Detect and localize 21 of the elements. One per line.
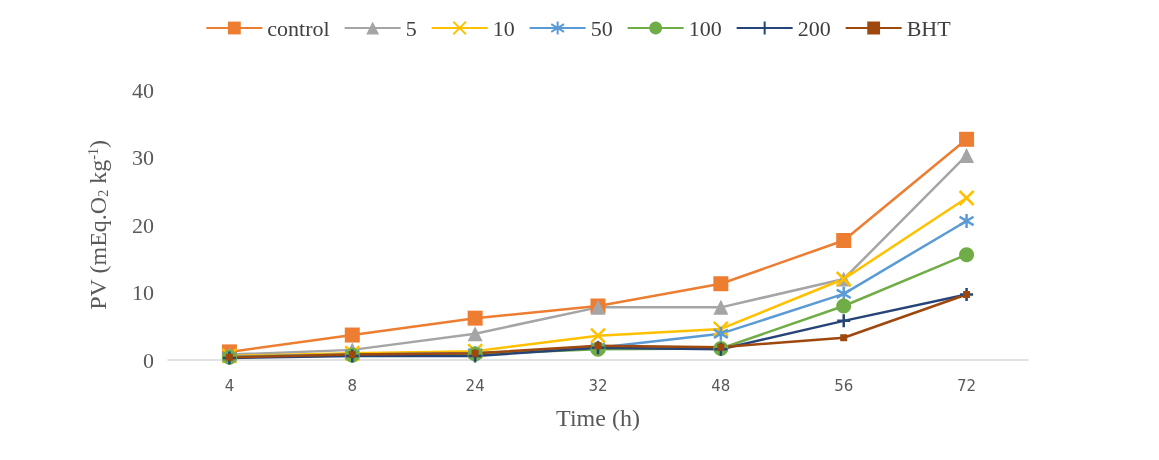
legend-label: 10	[492, 15, 515, 41]
y-tick-label: 30	[132, 145, 154, 170]
legend-label: 200	[797, 15, 831, 41]
legend-label: 5	[405, 15, 417, 41]
legend-label: 50	[590, 15, 613, 41]
x-tick-label: 24	[465, 376, 485, 395]
x-tick-label: 72	[957, 376, 977, 395]
legend-label: control	[267, 15, 330, 41]
y-tick-label: 40	[132, 77, 154, 103]
legend-label: 100	[688, 15, 722, 41]
y-tick-label: 20	[132, 212, 154, 238]
x-tick-label: 4	[224, 376, 235, 395]
y-tick-label: 0	[143, 347, 154, 373]
x-tick-label: 56	[834, 376, 854, 395]
legend-label: BHT	[906, 15, 952, 41]
x-axis-title: Time (h)	[556, 405, 640, 431]
y-tick-label: 10	[132, 280, 154, 305]
x-tick-label: 48	[711, 376, 731, 395]
x-tick-label: 8	[347, 376, 358, 395]
y-axis-title: PV (mEq.O2 kg-1)	[85, 140, 111, 310]
x-tick-label: 32	[588, 376, 608, 395]
